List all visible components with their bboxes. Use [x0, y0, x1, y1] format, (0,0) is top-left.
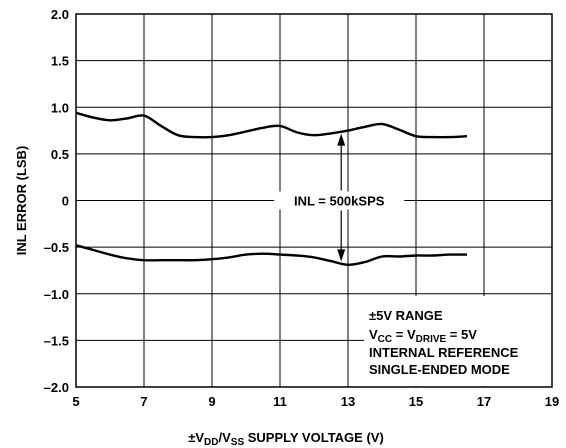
inl-label: INL = 500kSPS	[294, 194, 385, 209]
x-axis-label-prefix: ±V	[188, 430, 204, 445]
x-axis-label: ±VDD/VSS SUPPLY VOLTAGE (V)	[188, 430, 384, 448]
series-line-lower	[75, 244, 468, 267]
x-axis-label-sub-ss: SS	[231, 437, 245, 448]
condition-mode: SINGLE-ENDED MODE	[369, 362, 510, 377]
x-axis-label-sub-dd: DD	[204, 437, 218, 448]
x-tick-label: 11	[273, 394, 287, 409]
condition-supplies: VCC = VDRIVE = 5V	[369, 327, 477, 345]
tick-labels: 5 7 9 11 13 15 17 19 2.0 1.5 1.0 0.5 0 –0.5 –1.0 –1.5 –2…	[44, 7, 560, 409]
cond-value: = 5V	[446, 327, 477, 342]
x-tick-label: 15	[409, 394, 423, 409]
conditions-box	[364, 296, 552, 386]
x-axis-label-suffix: SUPPLY VOLTAGE (V)	[244, 430, 384, 445]
arrow-head-down	[337, 249, 346, 262]
y-tick-label: –1.5	[44, 333, 69, 348]
inl-label-bg	[274, 191, 405, 210]
y-tick-label: 0.5	[51, 147, 69, 162]
y-tick-label: –1.0	[44, 287, 69, 302]
x-axis-label-mid: /V	[218, 430, 231, 445]
condition-range: ±5V RANGE	[369, 308, 443, 323]
x-tick-label: 5	[72, 394, 79, 409]
cond-vdrive: = V	[392, 327, 416, 342]
cond-vcc: V	[369, 327, 378, 342]
annotations: INL = 500kSPS	[274, 133, 552, 386]
y-tick-label: 1.5	[51, 54, 69, 69]
x-tick-label: 9	[208, 394, 215, 409]
arrow-head-up	[337, 133, 346, 146]
x-tick-label: 7	[140, 394, 147, 409]
x-tick-label: 17	[477, 394, 491, 409]
y-tick-label: 1.0	[51, 100, 69, 115]
plot-frame	[75, 13, 553, 388]
series-lines	[75, 111, 468, 267]
cond-vcc-sub: CC	[378, 334, 392, 345]
x-tick-label: 13	[341, 394, 355, 409]
y-tick-label: –2.0	[44, 380, 69, 395]
series-line-upper	[75, 111, 468, 139]
y-tick-label: 2.0	[51, 7, 69, 22]
condition-reference: INTERNAL REFERENCE	[369, 345, 519, 360]
y-tick-label: –0.5	[44, 240, 69, 255]
y-tick-label: 0	[62, 194, 69, 209]
y-axis-label: INL ERROR (LSB)	[14, 146, 29, 256]
x-tick-label: 19	[545, 394, 559, 409]
cond-vdrive-sub: DRIVE	[416, 334, 447, 345]
